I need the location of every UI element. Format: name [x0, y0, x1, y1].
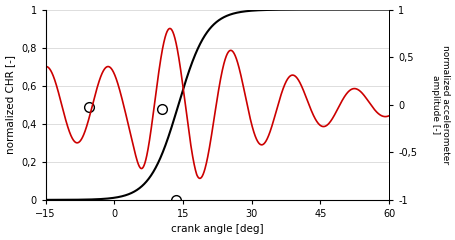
Y-axis label: normalized CHR [-]: normalized CHR [-]	[5, 55, 15, 154]
Y-axis label: normalized accelerometer
amplitude [-]: normalized accelerometer amplitude [-]	[430, 45, 450, 164]
X-axis label: crank angle [deg]: crank angle [deg]	[171, 224, 263, 234]
